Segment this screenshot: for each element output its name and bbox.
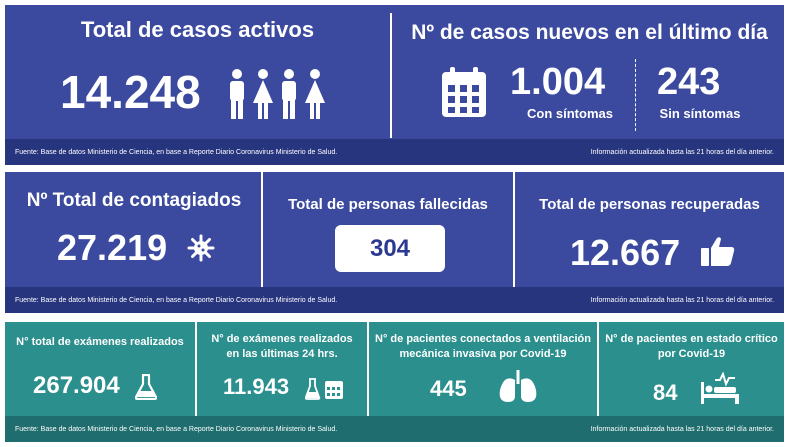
recovered-value: 12.667 [570, 232, 681, 273]
source-note: Fuente: Base de datos Ministerio de Cien… [15, 425, 338, 433]
footer: Fuente: Base de datos Ministerio de Cien… [5, 416, 784, 442]
people-icon [230, 69, 325, 119]
exams-24h-value: 11.943 [223, 374, 290, 399]
recovered-title: Total de personas recuperadas [539, 196, 760, 213]
virus-icon [187, 234, 215, 262]
divider [261, 172, 263, 287]
exams-24h-title: N° de exámenes realizados en las últimas… [211, 333, 353, 360]
source-note: Fuente: Base de datos Ministerio de Cien… [15, 296, 338, 304]
divider [195, 322, 197, 416]
lungs-icon [499, 370, 537, 402]
critical-title: N° de pacientes en estado crítico por Co… [605, 333, 778, 360]
ventilation-title: N° de pacientes conectados a ventilación… [375, 333, 591, 360]
new-cases-title: Nº de casos nuevos en el último día [411, 21, 768, 44]
flask-icon [135, 374, 157, 400]
divider [367, 322, 369, 416]
divider [390, 13, 392, 138]
new-asymptomatic-label: Sin síntomas [659, 106, 741, 121]
exams-total-title: N° total de exámenes realizados [16, 336, 184, 348]
total-infected-title: Nº Total de contagiados [26, 190, 242, 211]
footer: Fuente: Base de datos Ministerio de Cien… [5, 287, 784, 313]
thumbs-up-icon [701, 237, 735, 266]
hospital-bed-icon [701, 372, 739, 404]
new-symptomatic-label: Con síntomas [527, 106, 613, 121]
critical-value: 84 [653, 380, 678, 405]
deaths-title: Total de personas fallecidas [288, 196, 488, 213]
update-note: Información actualizada hasta las 21 hor… [590, 425, 774, 433]
divider [597, 322, 599, 416]
exams-total-value: 267.904 [33, 372, 120, 399]
active-cases-title: Total de casos activos [80, 17, 315, 42]
deaths-value: 304 [335, 225, 445, 272]
totals-panel: Nº Total de contagiados 27.219 Total de … [5, 172, 784, 313]
new-symptomatic-value: 1.004 [510, 61, 606, 103]
update-note: Información actualizada hasta las 21 hor… [590, 148, 774, 156]
active-cases-panel: Total de casos activos 14.248 Nº de caso… [5, 5, 784, 165]
active-cases-value: 14.248 [60, 66, 201, 118]
ventilation-value: 445 [430, 376, 467, 401]
total-infected-value: 27.219 [57, 227, 168, 268]
new-asymptomatic-value: 243 [657, 61, 721, 103]
calendar-icon [442, 67, 486, 117]
divider [635, 59, 636, 131]
flask-calendar-icon [305, 378, 343, 400]
exams-panel: N° total de exámenes realizados 267.904 … [5, 322, 784, 442]
divider [513, 172, 515, 287]
update-note: Información actualizada hasta las 21 hor… [590, 296, 774, 304]
footer: Fuente: Base de datos Ministerio de Cien… [5, 139, 784, 165]
source-note: Fuente: Base de datos Ministerio de Cien… [15, 148, 338, 156]
